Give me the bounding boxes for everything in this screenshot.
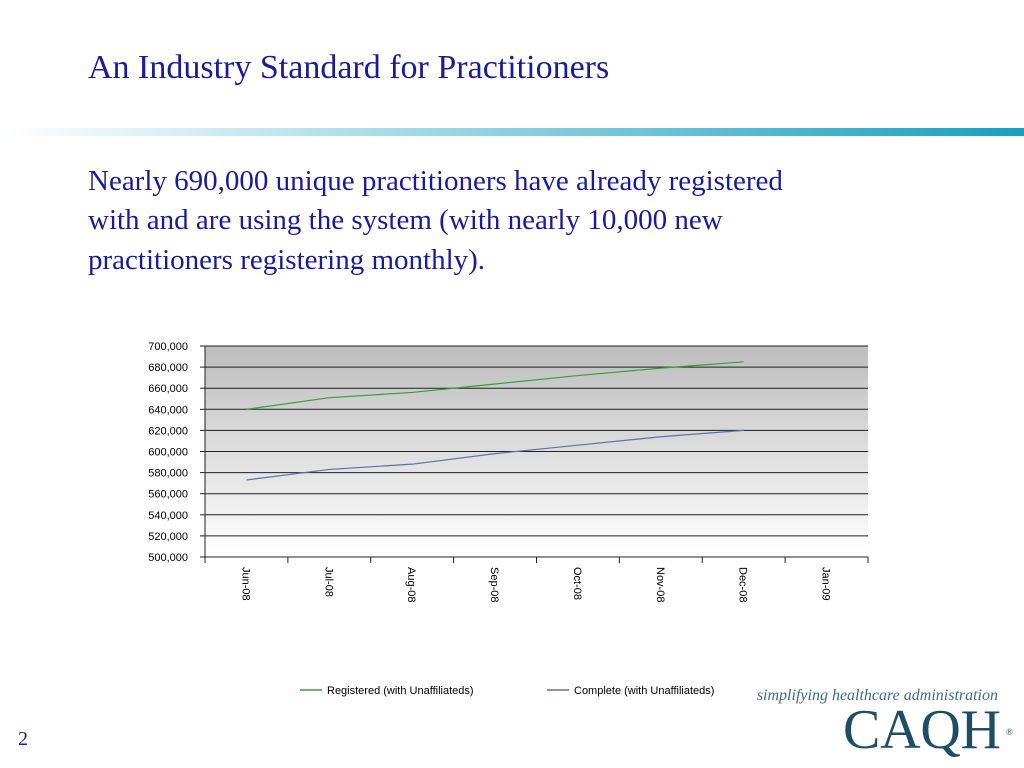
y-tick-label: 520,000 [148, 531, 188, 543]
page-number: 2 [18, 728, 28, 750]
y-tick-label: 640,000 [148, 404, 188, 416]
x-tick-label: Sep-08 [488, 567, 500, 602]
x-tick-label: Dec-08 [737, 567, 749, 602]
body-line: practitioners registering monthly). [88, 244, 485, 276]
x-tick-label: Aug-08 [405, 567, 417, 602]
y-tick-label: 540,000 [148, 510, 188, 522]
x-tick-label: Jan-09 [820, 567, 832, 601]
legend-label: Registered (with Unaffiliateds) [327, 685, 474, 697]
series-line [246, 429, 744, 481]
registered-mark: ® [1006, 727, 1013, 737]
x-tick-label: Jul-08 [322, 567, 334, 597]
x-tick-label: Jun-08 [239, 567, 251, 601]
body-line: with and are using the system (with near… [88, 204, 723, 236]
y-tick-label: 700,000 [148, 341, 188, 353]
y-tick-label: 580,000 [148, 468, 188, 480]
x-tick-label: Oct-08 [571, 567, 583, 600]
y-tick-label: 500,000 [148, 552, 188, 564]
series-line [246, 361, 744, 410]
tagline: simplifying healthcare administration [757, 687, 998, 704]
legend-label: Complete (with Unaffiliateds) [574, 685, 714, 697]
logo: CAQH [843, 699, 1001, 761]
title-rule [0, 128, 1024, 136]
x-tick-label: Nov-08 [654, 567, 666, 602]
y-tick-label: 620,000 [148, 425, 188, 437]
y-tick-label: 680,000 [148, 362, 188, 374]
chart: 500,000 520,000 540,000 560,000 580,000 600,0… [148, 341, 869, 697]
y-tick-label: 660,000 [148, 383, 188, 395]
body-line: Nearly 690,000 unique practitioners have… [88, 165, 783, 197]
y-tick-label: 560,000 [148, 489, 188, 501]
slide-title: An Industry Standard for Practitioners [88, 49, 609, 86]
y-tick-label: 600,000 [148, 447, 188, 459]
